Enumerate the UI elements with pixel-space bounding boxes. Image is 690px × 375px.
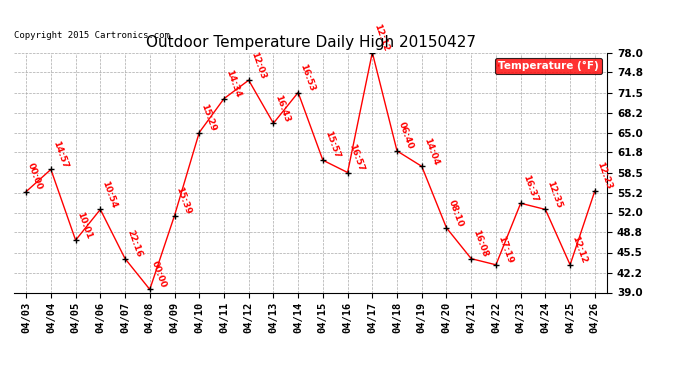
Text: 15:57: 15:57	[323, 130, 341, 160]
Text: 12:23: 12:23	[595, 161, 613, 191]
Text: 00:00: 00:00	[26, 162, 44, 192]
Text: 10:01: 10:01	[76, 210, 94, 240]
Text: Copyright 2015 Cartronics.com: Copyright 2015 Cartronics.com	[14, 32, 170, 40]
Title: Outdoor Temperature Daily High 20150427: Outdoor Temperature Daily High 20150427	[146, 35, 475, 50]
Text: 16:57: 16:57	[348, 142, 366, 172]
Text: 12:03: 12:03	[248, 50, 267, 80]
Text: 08:10: 08:10	[446, 198, 464, 228]
Text: 16:37: 16:37	[521, 173, 539, 203]
Text: 12:12: 12:12	[373, 22, 391, 53]
Text: 14:57: 14:57	[51, 139, 69, 170]
Text: 15:29: 15:29	[199, 102, 217, 132]
Text: 15:39: 15:39	[175, 186, 193, 216]
Text: 14:34: 14:34	[224, 69, 242, 99]
Text: 17:19: 17:19	[496, 235, 514, 265]
Text: 14:04: 14:04	[422, 136, 440, 166]
Text: 16:43: 16:43	[273, 93, 292, 123]
Text: 00:00: 00:00	[150, 260, 168, 290]
Text: 06:40: 06:40	[397, 121, 415, 151]
Text: 16:08: 16:08	[471, 229, 489, 259]
Text: 12:35: 12:35	[545, 180, 564, 209]
Text: 16:53: 16:53	[298, 63, 317, 93]
Text: 12:12: 12:12	[570, 235, 589, 265]
Text: 22:16: 22:16	[125, 229, 144, 259]
Legend: Temperature (°F): Temperature (°F)	[495, 58, 602, 74]
Text: 10:54: 10:54	[100, 180, 119, 209]
